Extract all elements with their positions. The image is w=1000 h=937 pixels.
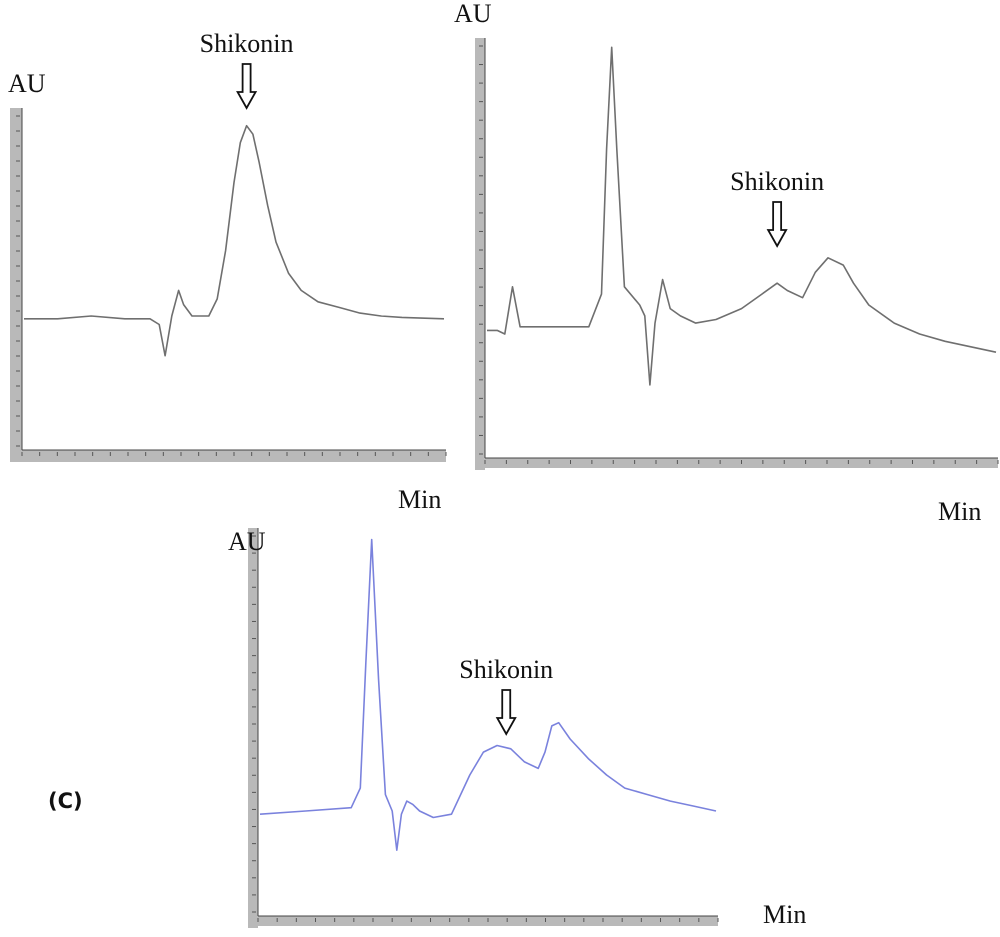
chart-panel-2: AU Min Shikonin	[454, 0, 999, 526]
x-axis-bar	[475, 458, 998, 468]
chromatogram-panels: AU Min Shikonin AU Min Shikonin AU Min Shikonin (…	[8, 0, 999, 929]
peak-arrow	[495, 689, 517, 736]
x-axis-label: Min	[938, 497, 981, 526]
panel-letter: (C)	[48, 789, 83, 813]
y-axis-label: AU	[8, 69, 46, 98]
chart-panel-1: AU Min Shikonin	[8, 29, 447, 514]
y-axis-bar	[248, 528, 258, 928]
series-line	[259, 538, 717, 851]
peak-arrow	[766, 201, 788, 248]
x-axis-bar	[248, 916, 718, 926]
peak-arrow	[236, 63, 258, 110]
peak-annotation-label: Shikonin	[459, 655, 553, 684]
y-axis-label: AU	[228, 527, 266, 556]
x-axis-label: Min	[763, 900, 806, 929]
chart-panel-3: AU Min Shikonin (C)	[48, 527, 806, 929]
series-line	[24, 124, 445, 357]
series-line	[487, 46, 997, 386]
x-axis-bar	[10, 450, 446, 462]
x-axis-label: Min	[398, 485, 441, 514]
peak-annotation-label: Shikonin	[730, 167, 824, 196]
y-axis-bar	[475, 38, 485, 470]
peak-annotation-label: Shikonin	[200, 29, 294, 58]
y-axis-label: AU	[454, 0, 492, 28]
y-axis-bar	[10, 108, 22, 462]
